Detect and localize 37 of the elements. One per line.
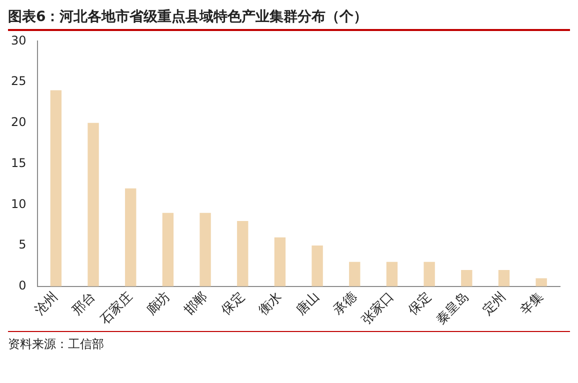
y-tick-label: 5 [18,238,26,252]
y-tick-label: 0 [18,278,26,293]
bar [536,278,547,286]
x-tick-label: 邢台 [70,290,98,319]
x-tick-label: 张家口 [358,288,398,328]
chart-title: 图表6：河北各地市省级重点县域特色产业集群分布（个） [8,8,570,31]
x-tick-label: 保定 [406,290,435,319]
bar [498,270,510,286]
x-tick-label: 承德 [330,290,360,319]
y-tick-label: 25 [10,74,26,88]
bar [424,262,435,286]
bar [88,122,99,286]
text: 资料来源：工信部 [8,331,570,353]
x-tick-label: 沧州 [32,290,62,319]
bar [162,212,174,286]
x-tick-label: 辛集 [518,290,547,319]
y-tick-label: 30 [10,33,26,48]
bar [237,221,248,286]
x-tick-label: 定州 [480,290,510,319]
bar [200,212,211,286]
bar [386,262,398,286]
bar [461,270,472,286]
bar [125,188,136,286]
bar [312,246,323,286]
x-tick-label: 石家庄 [96,288,136,328]
x-tick-label: 唐山 [294,290,323,319]
x-tick-label: 秦皇岛 [434,290,472,328]
bar [349,262,360,286]
x-tick-label: 衡水 [256,290,286,319]
y-tick-label: 20 [10,115,26,130]
bar [274,237,286,286]
x-tick-label: 保定 [218,290,248,319]
x-tick-label: 邯郸 [182,290,211,319]
y-tick-label: 15 [10,156,26,170]
y-tick-label: 10 [10,196,26,211]
bar [50,90,62,286]
x-tick-label: 廊坊 [143,288,174,319]
